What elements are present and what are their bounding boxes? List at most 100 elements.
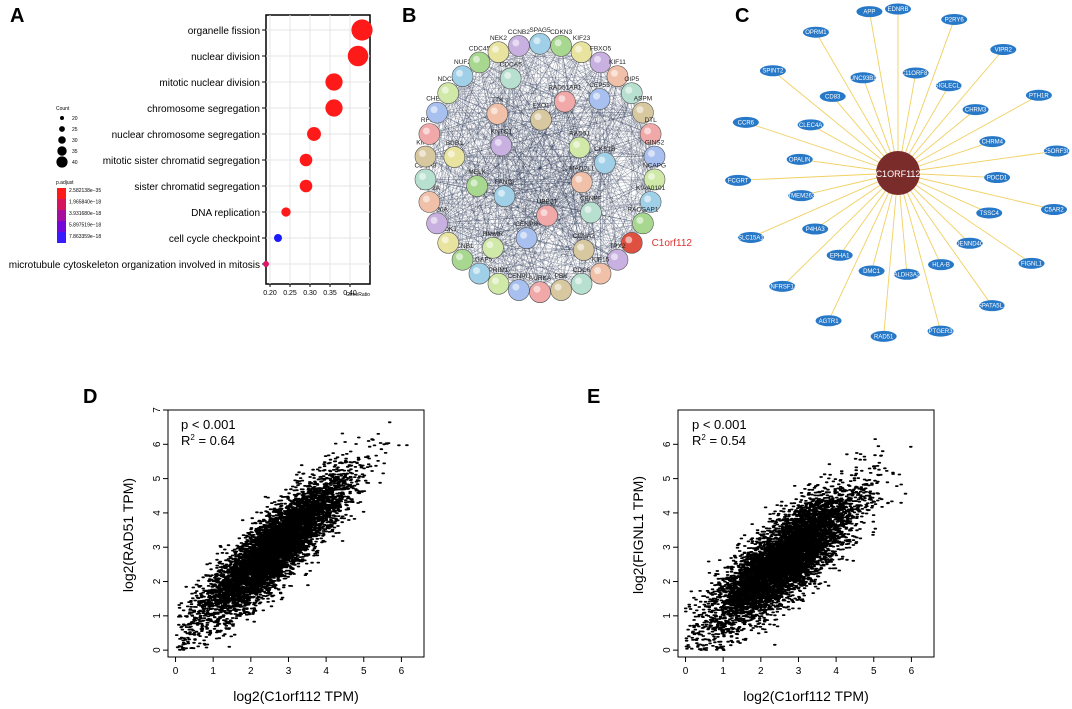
- dotplot-term-label: mitotic nuclear division: [159, 78, 260, 89]
- ppi-edge: [479, 62, 502, 146]
- coexpression-node-label: DMC1: [863, 269, 881, 275]
- ppi-edge: [429, 78, 511, 203]
- scatter-y-tick-label: 3: [662, 544, 673, 550]
- ppi-edge: [448, 212, 592, 244]
- ppi-edge: [448, 93, 502, 146]
- ppi-edge: [454, 98, 600, 158]
- ppi-node-label: CEP55: [589, 82, 610, 89]
- ppi-node: [529, 281, 551, 304]
- scatter-y-tick-label: 3: [152, 544, 163, 550]
- ppi-edge: [462, 76, 542, 120]
- ppi-edge: [539, 162, 605, 293]
- ppi-node: [418, 191, 441, 213]
- coexpression-edge: [897, 150, 1057, 174]
- count-legend-label: 25: [72, 127, 78, 133]
- ppi-node-label: CENPF: [580, 196, 602, 203]
- ppi-node-label: UBE2T: [537, 199, 558, 206]
- dotplot-term-label: nuclear division: [191, 52, 260, 63]
- p-adjust-legend-swatch: [57, 199, 66, 210]
- scatter-y-tick-label: 5: [662, 475, 673, 481]
- count-legend-dot: [57, 146, 67, 156]
- ppi-edge: [546, 147, 580, 216]
- ppi-edge: [560, 45, 601, 274]
- ppi-node-shine: [575, 45, 583, 53]
- dotplot-dot: [347, 45, 369, 67]
- scatter-d-y-title: log2(RAD51 TPM): [120, 478, 136, 592]
- coexpression-node-label: EDNRB: [887, 7, 908, 13]
- ppi-node: [508, 279, 530, 301]
- scatter-point-cloud: [174, 421, 409, 651]
- ppi-node-shine: [494, 138, 502, 146]
- ppi-edge: [476, 186, 499, 284]
- coexpression-node: [928, 259, 955, 271]
- coexpression-node-label: SPATA5L1: [978, 304, 1007, 310]
- ppi-edge: [429, 62, 601, 203]
- ppi-node-label: KIF11: [609, 59, 626, 66]
- ppi-edge: [579, 147, 651, 203]
- ppi-edge: [604, 162, 618, 260]
- panel-d-scatter: 0 1 2 3 4 5 6 0 1 2 3 4 5 6 7 p < 0.001 R2 = 0.64 log2…: [120, 407, 425, 704]
- ppi-edge: [429, 43, 541, 135]
- ppi-node-label: MELK: [468, 169, 486, 176]
- ppi-edge: [497, 52, 582, 115]
- ppi-edge: [479, 62, 565, 102]
- ppi-node-shine: [575, 175, 583, 183]
- ppi-edge: [425, 45, 520, 180]
- ppi-node-shine: [644, 127, 652, 135]
- ppi-node-label: TPX2: [609, 243, 626, 250]
- ppi-edge: [429, 201, 527, 239]
- ppi-edge: [429, 156, 655, 203]
- ppi-edge: [492, 247, 582, 284]
- ppi-edge: [479, 62, 520, 291]
- ppi-node: [588, 88, 611, 110]
- coexpression-node: [797, 119, 824, 131]
- ppi-node-shine: [636, 106, 644, 114]
- ppi-edge: [518, 45, 548, 216]
- coexpression-node-label: P4HA3: [806, 227, 826, 233]
- ppi-edge: [425, 62, 601, 157]
- ppi-node-label: PBK: [555, 273, 569, 280]
- ppi-edge: [454, 45, 562, 158]
- ppi-node: [589, 51, 612, 74]
- ppi-node: [466, 175, 488, 197]
- ppi-node-label: C1orf112: [652, 238, 693, 249]
- ppi-edge: [425, 179, 601, 274]
- ppi-node-shine: [447, 150, 455, 158]
- coexpression-node: [856, 6, 883, 18]
- ppi-node: [570, 273, 593, 295]
- ppi-edge: [479, 62, 632, 243]
- ppi-node-shine: [534, 113, 542, 121]
- ppi-node-shine: [491, 45, 499, 53]
- ppi-edge: [429, 133, 655, 157]
- coexpression-edge: [897, 19, 955, 174]
- ppi-edge: [546, 156, 655, 216]
- ppi-edge: [540, 119, 655, 157]
- ppi-edge: [604, 162, 644, 224]
- ppi-edge: [564, 101, 632, 243]
- ppi-node: [572, 239, 595, 261]
- coexpression-node: [962, 104, 989, 116]
- coexpression-node-label: SLC15A1: [738, 235, 764, 241]
- coexpression-node: [979, 136, 1006, 148]
- ppi-node: [426, 212, 448, 235]
- ppi-node: [487, 273, 510, 295]
- ppi-node-label: CDCA5: [500, 61, 522, 68]
- coexpression-node-label: VIPR2: [995, 47, 1013, 53]
- ppi-edge: [599, 99, 618, 260]
- ppi-node-label: CDKN3: [550, 29, 572, 36]
- ppi-node-shine: [533, 37, 541, 45]
- ppi-edge: [479, 62, 580, 148]
- ppi-node-label: ASPM: [634, 96, 652, 103]
- ppi-edge: [436, 112, 548, 216]
- coexpression-node-label: CCR6: [738, 120, 755, 126]
- ppi-node: [508, 35, 530, 57]
- ppi-edge: [436, 157, 455, 224]
- scatter-y-tick-label: 5: [152, 475, 163, 481]
- ppi-edge: [462, 76, 565, 102]
- dotplot-dot: [263, 261, 269, 267]
- ppi-node-shine: [497, 189, 505, 197]
- ppi-edge: [476, 186, 480, 274]
- coexpression-node: [870, 330, 897, 342]
- ppi-edge: [454, 156, 644, 224]
- coexpression-node: [769, 280, 796, 292]
